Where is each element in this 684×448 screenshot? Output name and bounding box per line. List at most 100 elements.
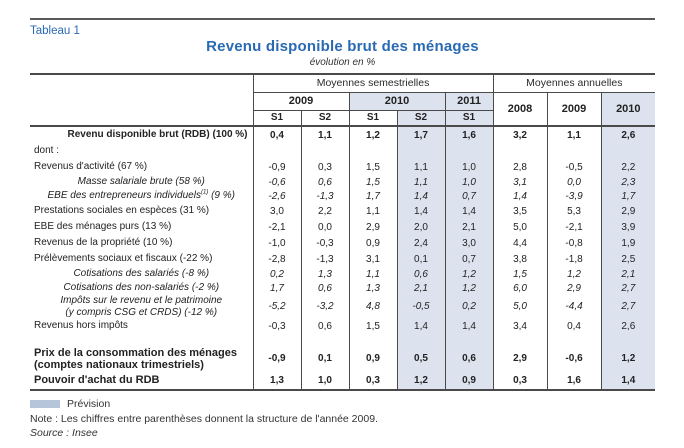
- value-cell: [547, 334, 602, 346]
- header-group-row: Moyennes semestrielles Moyennes annuelle…: [30, 74, 656, 127]
- value-cell: 0,0: [547, 175, 602, 189]
- value-cell: 3,0: [445, 235, 494, 251]
- value-cell: 1,5: [349, 175, 398, 189]
- value-cell: 2,6: [601, 126, 656, 143]
- value-cell: 0,9: [445, 371, 494, 390]
- value-cell: [547, 143, 602, 159]
- value-cell: 2,7: [601, 281, 656, 295]
- value-cell: 1,2: [445, 281, 494, 295]
- table-row: Pouvoir d'achat du RDB 1,3 1,0 0,3 1,2 0,9 0,3…: [30, 371, 656, 390]
- value-cell: 1,0: [301, 371, 350, 390]
- value-cell: 0,3: [349, 371, 398, 390]
- value-cell: 1,3: [349, 281, 398, 295]
- value-cell: 1,5: [349, 159, 398, 175]
- table-row: Impôts sur le revenu et le patrimoine (y …: [30, 295, 656, 318]
- value-cell: 1,3: [253, 371, 302, 390]
- table-source: Source : Insee: [30, 426, 98, 439]
- value-cell: 0,6: [301, 281, 350, 295]
- value-cell: 1,6: [547, 371, 602, 390]
- table-row: Revenu disponible brut (RDB) (100 %) 0,4 1…: [30, 126, 656, 143]
- value-cell: 3,8: [493, 251, 548, 267]
- value-cell: -1,3: [301, 251, 350, 267]
- value-cell: 0,9: [349, 345, 398, 372]
- value-cell: 0,7: [445, 189, 494, 203]
- value-cell: 0,2: [445, 295, 494, 318]
- value-cell: -1,0: [253, 235, 302, 251]
- value-cell: [253, 334, 302, 346]
- value-cell: 1,4: [493, 189, 548, 203]
- value-cell: 0,6: [301, 175, 350, 189]
- semester-header-s1-2009: S1: [253, 110, 302, 127]
- table-row: [30, 334, 656, 346]
- value-cell: -0,9: [253, 345, 302, 372]
- value-cell: 1,2: [397, 371, 446, 390]
- forecast-legend-label: Prévision: [67, 397, 111, 410]
- value-cell: 2,1: [397, 281, 446, 295]
- table-row: Masse salariale brute (58 %) -0,6 0,6 1,5 1,…: [30, 175, 656, 189]
- value-cell: -2,1: [253, 219, 302, 235]
- value-cell: 2,2: [601, 159, 656, 175]
- row-label: Prix de la consommation des ménages (comp…: [30, 345, 254, 372]
- value-cell: 1,4: [397, 318, 446, 334]
- value-cell: 0,3: [301, 159, 350, 175]
- value-cell: 3,9: [601, 219, 656, 235]
- value-cell: -0,6: [547, 345, 602, 372]
- value-cell: 5,0: [493, 219, 548, 235]
- value-cell: -2,6: [253, 189, 302, 203]
- year-header-2009-annual: 2009: [547, 92, 602, 127]
- value-cell: 1,1: [349, 267, 398, 281]
- value-cell: [445, 143, 494, 159]
- value-cell: 2,3: [601, 175, 656, 189]
- value-cell: -2,1: [547, 219, 602, 235]
- value-cell: 1,4: [445, 318, 494, 334]
- value-cell: 2,5: [601, 251, 656, 267]
- value-cell: -2,8: [253, 251, 302, 267]
- value-cell: [301, 143, 350, 159]
- table-subtitle: évolution en %: [309, 57, 376, 68]
- value-cell: 1,4: [397, 203, 446, 219]
- value-cell: 2,4: [397, 235, 446, 251]
- header-semester-row: S1 S2 S1 S2 S1: [30, 110, 655, 127]
- value-cell: -1,3: [301, 189, 350, 203]
- value-cell: 5,0: [493, 295, 548, 318]
- semester-header-s2-2009: S2: [301, 110, 350, 127]
- value-cell: 2,9: [601, 203, 656, 219]
- value-cell: 0,0: [301, 219, 350, 235]
- value-cell: 1,5: [493, 267, 548, 281]
- value-cell: 2,2: [301, 203, 350, 219]
- value-cell: [601, 143, 656, 159]
- value-cell: 0,3: [493, 371, 548, 390]
- value-cell: 0,2: [253, 267, 302, 281]
- page-title: Revenu disponible brut des ménages: [206, 38, 479, 55]
- value-cell: 1,4: [601, 371, 656, 390]
- row-label: Pouvoir d'achat du RDB: [30, 371, 254, 390]
- forecast-legend: Prévision: [30, 398, 655, 410]
- table-row: dont :: [30, 143, 656, 159]
- value-cell: 1,9: [601, 235, 656, 251]
- tableau-label: Tableau 1: [30, 25, 80, 37]
- value-cell: 2,6: [601, 318, 656, 334]
- value-cell: 0,6: [397, 267, 446, 281]
- semester-header-s1-2011: S1: [445, 110, 494, 127]
- value-cell: -0,3: [301, 235, 350, 251]
- value-cell: 1,1: [397, 159, 446, 175]
- row-label: EBE des ménages purs (13 %): [30, 219, 254, 235]
- row-label: [30, 334, 254, 346]
- value-cell: -0,5: [397, 295, 446, 318]
- value-cell: [397, 143, 446, 159]
- value-cell: 4,4: [493, 235, 548, 251]
- table-row: EBE des ménages purs (13 %) -2,1 0,0 2,9 2,0…: [30, 219, 656, 235]
- value-cell: -4,4: [547, 295, 602, 318]
- row-label: dont :: [30, 143, 254, 159]
- value-cell: 6,0: [493, 281, 548, 295]
- value-cell: -0,3: [253, 318, 302, 334]
- row-label: Revenus hors impôts: [30, 318, 254, 334]
- value-cell: -0,5: [547, 159, 602, 175]
- table-row: Cotisations des non-salariés (-2 %) 1,7 0,…: [30, 281, 656, 295]
- row-label: Cotisations des salariés (-8 %): [30, 267, 254, 281]
- table-note: Note : Les chiffres entre parenthèses do…: [30, 412, 378, 425]
- value-cell: 1,1: [349, 203, 398, 219]
- row-label: Revenus d'activité (67 %): [30, 159, 254, 175]
- value-cell: 0,4: [547, 318, 602, 334]
- value-cell: -1,8: [547, 251, 602, 267]
